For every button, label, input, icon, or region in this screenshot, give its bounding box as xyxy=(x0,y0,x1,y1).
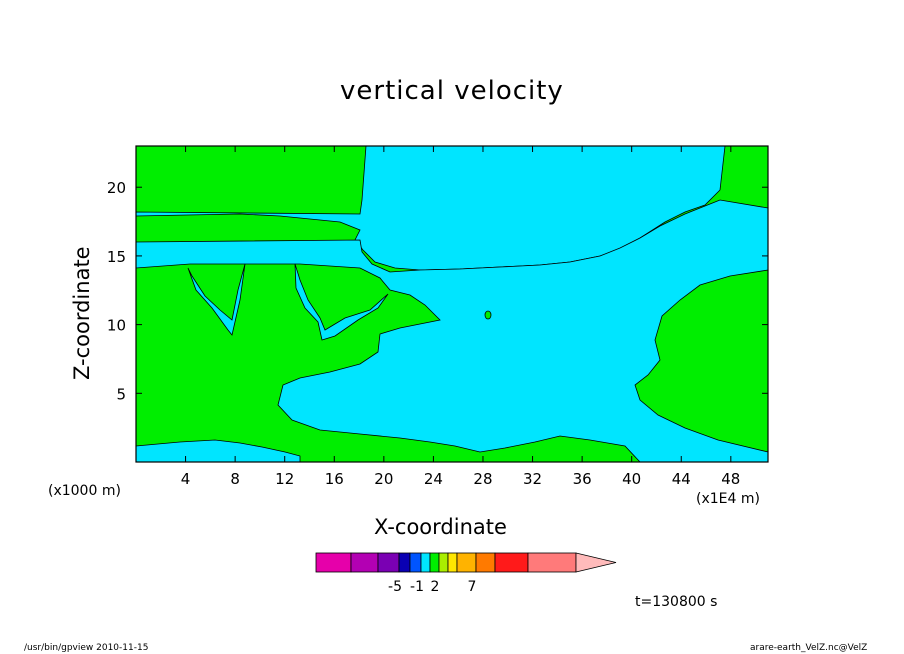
colorbar-label: 7 xyxy=(468,579,477,595)
colorbar-swatch xyxy=(429,552,440,573)
colorbar-label: 2 xyxy=(431,579,440,595)
y-axis-label: Z-coordinate xyxy=(70,246,94,380)
x-tick-label: 36 xyxy=(573,470,592,488)
colorbar-swatch xyxy=(350,552,379,573)
x-tick-label: 40 xyxy=(622,470,641,488)
x-tick-label: 8 xyxy=(230,470,240,488)
colorbar-swatch xyxy=(447,552,458,573)
x-tick-label: 32 xyxy=(523,470,542,488)
y-tick-label: 10 xyxy=(107,317,126,335)
colorbar-swatch xyxy=(409,552,422,573)
colorbar-label: -5 xyxy=(388,579,402,595)
colorbar-swatch xyxy=(315,552,352,573)
left-wedge-2 xyxy=(294,263,389,341)
y-tick-label: 20 xyxy=(107,179,126,197)
x-tick-label: 4 xyxy=(181,470,191,488)
x-tick-label: 48 xyxy=(721,470,740,488)
colorbar-swatch xyxy=(494,552,529,573)
y-tick-label: 15 xyxy=(107,248,126,266)
y-tick-label: 5 xyxy=(116,385,126,403)
colorbar-extension xyxy=(575,552,617,573)
x-axis-ticks: 4 8 12 16 20 24 28 32 36 40 44 48 xyxy=(181,146,740,488)
x-unit-note: (x1000 m) xyxy=(48,483,121,499)
left-wedge-1 xyxy=(187,263,246,336)
y-axis-ticks: 5 10 15 20 xyxy=(107,179,768,403)
footer-left: /usr/bin/gpview 2010-11-15 xyxy=(24,643,149,653)
small-negative-patch xyxy=(484,310,492,320)
colorbar-swatch xyxy=(456,552,477,573)
time-stamp: t=130800 s xyxy=(635,594,718,610)
x-tick-label: 28 xyxy=(473,470,492,488)
colorbar-label: -1 xyxy=(410,579,424,595)
colorbar-swatch xyxy=(475,552,496,573)
x-axis-label: X-coordinate xyxy=(374,515,507,539)
colorbar-swatch xyxy=(420,552,431,573)
plot-frame xyxy=(135,145,769,463)
colorbar-swatch xyxy=(377,552,400,573)
colorbar-swatch xyxy=(398,552,411,573)
x-tick-label: 20 xyxy=(374,470,393,488)
footer-right: arare-earth_VelZ.nc@VelZ xyxy=(750,643,868,653)
x-tick-label: 44 xyxy=(672,470,691,488)
x-tick-label: 24 xyxy=(424,470,443,488)
chart-title: vertical velocity xyxy=(340,76,564,106)
colorbar-swatch xyxy=(438,552,449,573)
colorbar-swatch xyxy=(527,552,577,573)
x-tick-label: 12 xyxy=(275,470,294,488)
x-unit-note-2: (x1E4 m) xyxy=(696,491,760,507)
x-tick-label: 16 xyxy=(325,470,344,488)
colorbar: -5 -1 2 7 xyxy=(315,552,617,595)
